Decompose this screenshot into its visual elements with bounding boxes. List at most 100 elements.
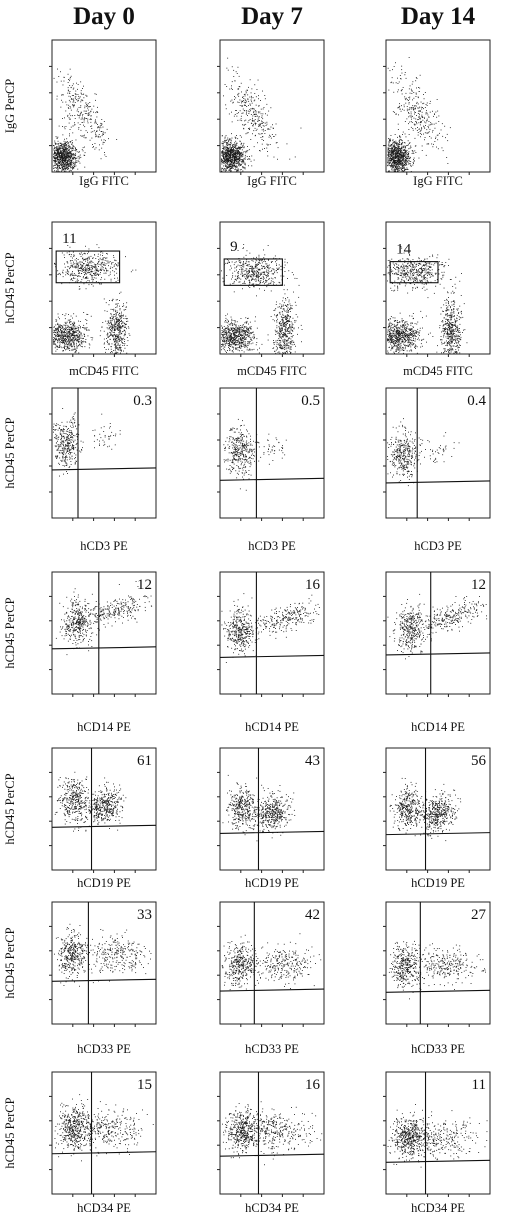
quadrant-horizontal-line [385,1159,491,1163]
flow-plot-panel: 14 mCD45 FITC [383,221,491,378]
flow-plot-panel: IgG FITC IgG PerCP [3,39,157,188]
column-header-day: Day 0 [73,3,135,30]
rectangle-gate [55,250,121,284]
flow-plot-panel: 11 mCD45 FITC hCD45 PerCP [3,221,157,378]
scatter-points [221,933,322,991]
y-axis-label: hCD45 PerCP [3,417,17,488]
quadrant-horizontal-line [51,646,157,650]
flow-plot-panel: 12 hCD14 PE [383,571,491,734]
plot-frame [219,571,325,695]
scatter-points [222,1101,323,1166]
flow-plot-panel: 56 hCD19 PE [383,747,491,890]
y-axis-label: hCD45 PerCP [3,773,17,844]
column-header-day: Day 7 [241,3,303,30]
quadrant-horizontal-line [385,832,491,836]
x-axis-label: hCD33 PE [77,1042,131,1056]
gate-percentage: 14 [396,242,412,258]
quadrant-percentage: 11 [472,1077,486,1093]
quadrant-horizontal-line [51,467,157,471]
quadrant-horizontal-line [51,824,157,828]
plot-frame [385,747,491,871]
scatter-points [221,57,302,172]
flow-plot-panel: IgG FITC [383,39,491,188]
scatter-points [387,1104,488,1168]
flow-plot-panel: 43 hCD19 PE [217,747,325,890]
scatter-points [53,244,137,354]
scatter-points [54,1094,154,1162]
quadrant-horizontal-line [219,988,325,992]
quadrant-percentage: 0.4 [467,393,486,409]
x-axis-label: hCD3 PE [248,539,296,553]
quadrant-percentage: 15 [137,1077,152,1093]
scatter-points [54,923,152,987]
quadrant-percentage: 16 [305,1077,321,1093]
quadrant-horizontal-line [219,1153,325,1157]
x-axis-label: IgG FITC [413,174,463,188]
plot-frame [219,901,325,1025]
plot-frame [51,1071,157,1195]
gate-percentage: 11 [62,231,76,247]
plot-frame [51,221,157,355]
scatter-points [54,771,127,832]
quadrant-horizontal-line [219,477,325,481]
plot-frame [219,39,325,173]
flow-plot-panel: IgG FITC [217,39,325,188]
quadrant-horizontal-line [385,480,491,484]
quadrant-percentage: 42 [305,907,320,923]
plot-frame [219,387,325,519]
scatter-points [53,408,121,477]
x-axis-label: hCD34 PE [411,1201,465,1215]
plot-frame [219,1071,325,1195]
plot-frame [219,221,325,355]
flow-plot-panel: 0.3 hCD3 PE hCD45 PerCP [3,387,157,553]
rectangle-gate [223,258,283,286]
y-axis-label: hCD45 PerCP [3,927,17,998]
quadrant-percentage: 12 [471,577,486,593]
flow-plot-panel: 11 hCD34 PE [383,1071,491,1215]
rectangle-gate [389,261,439,284]
plot-frame [385,571,491,695]
scatter-points [53,68,118,172]
scatter-points [55,581,153,656]
plot-frame [51,571,157,695]
gate-percentage: 9 [230,239,238,255]
y-axis-label: hCD45 PerCP [3,1097,17,1168]
x-axis-label: hCD33 PE [411,1042,465,1056]
quadrant-horizontal-line [219,830,325,834]
x-axis-label: hCD34 PE [245,1201,299,1215]
plot-frame [385,1071,491,1195]
scatter-points [222,774,296,842]
column-header-day: Day 14 [401,3,476,30]
scatter-points [223,418,287,491]
flow-plot-panel: 61 hCD19 PE hCD45 PerCP [3,747,157,890]
plot-frame [385,39,491,173]
plot-frame [51,39,157,173]
plot-frame [385,387,491,519]
x-axis-label: hCD19 PE [77,876,131,890]
x-axis-label: mCD45 FITC [403,364,473,378]
quadrant-horizontal-line [51,1151,157,1155]
x-axis-label: IgG FITC [79,174,129,188]
flow-plot-panel: 27 hCD33 PE [383,901,491,1056]
plot-frame [51,747,157,871]
plot-frame [385,901,491,1025]
x-axis-label: mCD45 FITC [69,364,139,378]
x-axis-label: hCD14 PE [77,720,131,734]
flow-plot-panel: 0.4 hCD3 PE [383,387,491,553]
flow-plot-panel: 15 hCD34 PE hCD45 PerCP [3,1071,157,1215]
plot-frame [385,221,491,355]
x-axis-label: IgG FITC [247,174,297,188]
x-axis-label: mCD45 FITC [237,364,307,378]
scatter-points [387,418,460,487]
x-axis-label: hCD33 PE [245,1042,299,1056]
quadrant-percentage: 0.5 [301,393,320,409]
quadrant-horizontal-line [385,652,491,656]
flow-plot-panel: 42 hCD33 PE [217,901,325,1056]
scatter-points [387,593,488,660]
y-axis-label: hCD45 PerCP [3,252,17,323]
quadrant-percentage: 43 [305,753,320,769]
y-axis-label: IgG PerCP [3,79,17,134]
quadrant-percentage: 61 [137,753,152,769]
scatter-points [221,244,303,354]
